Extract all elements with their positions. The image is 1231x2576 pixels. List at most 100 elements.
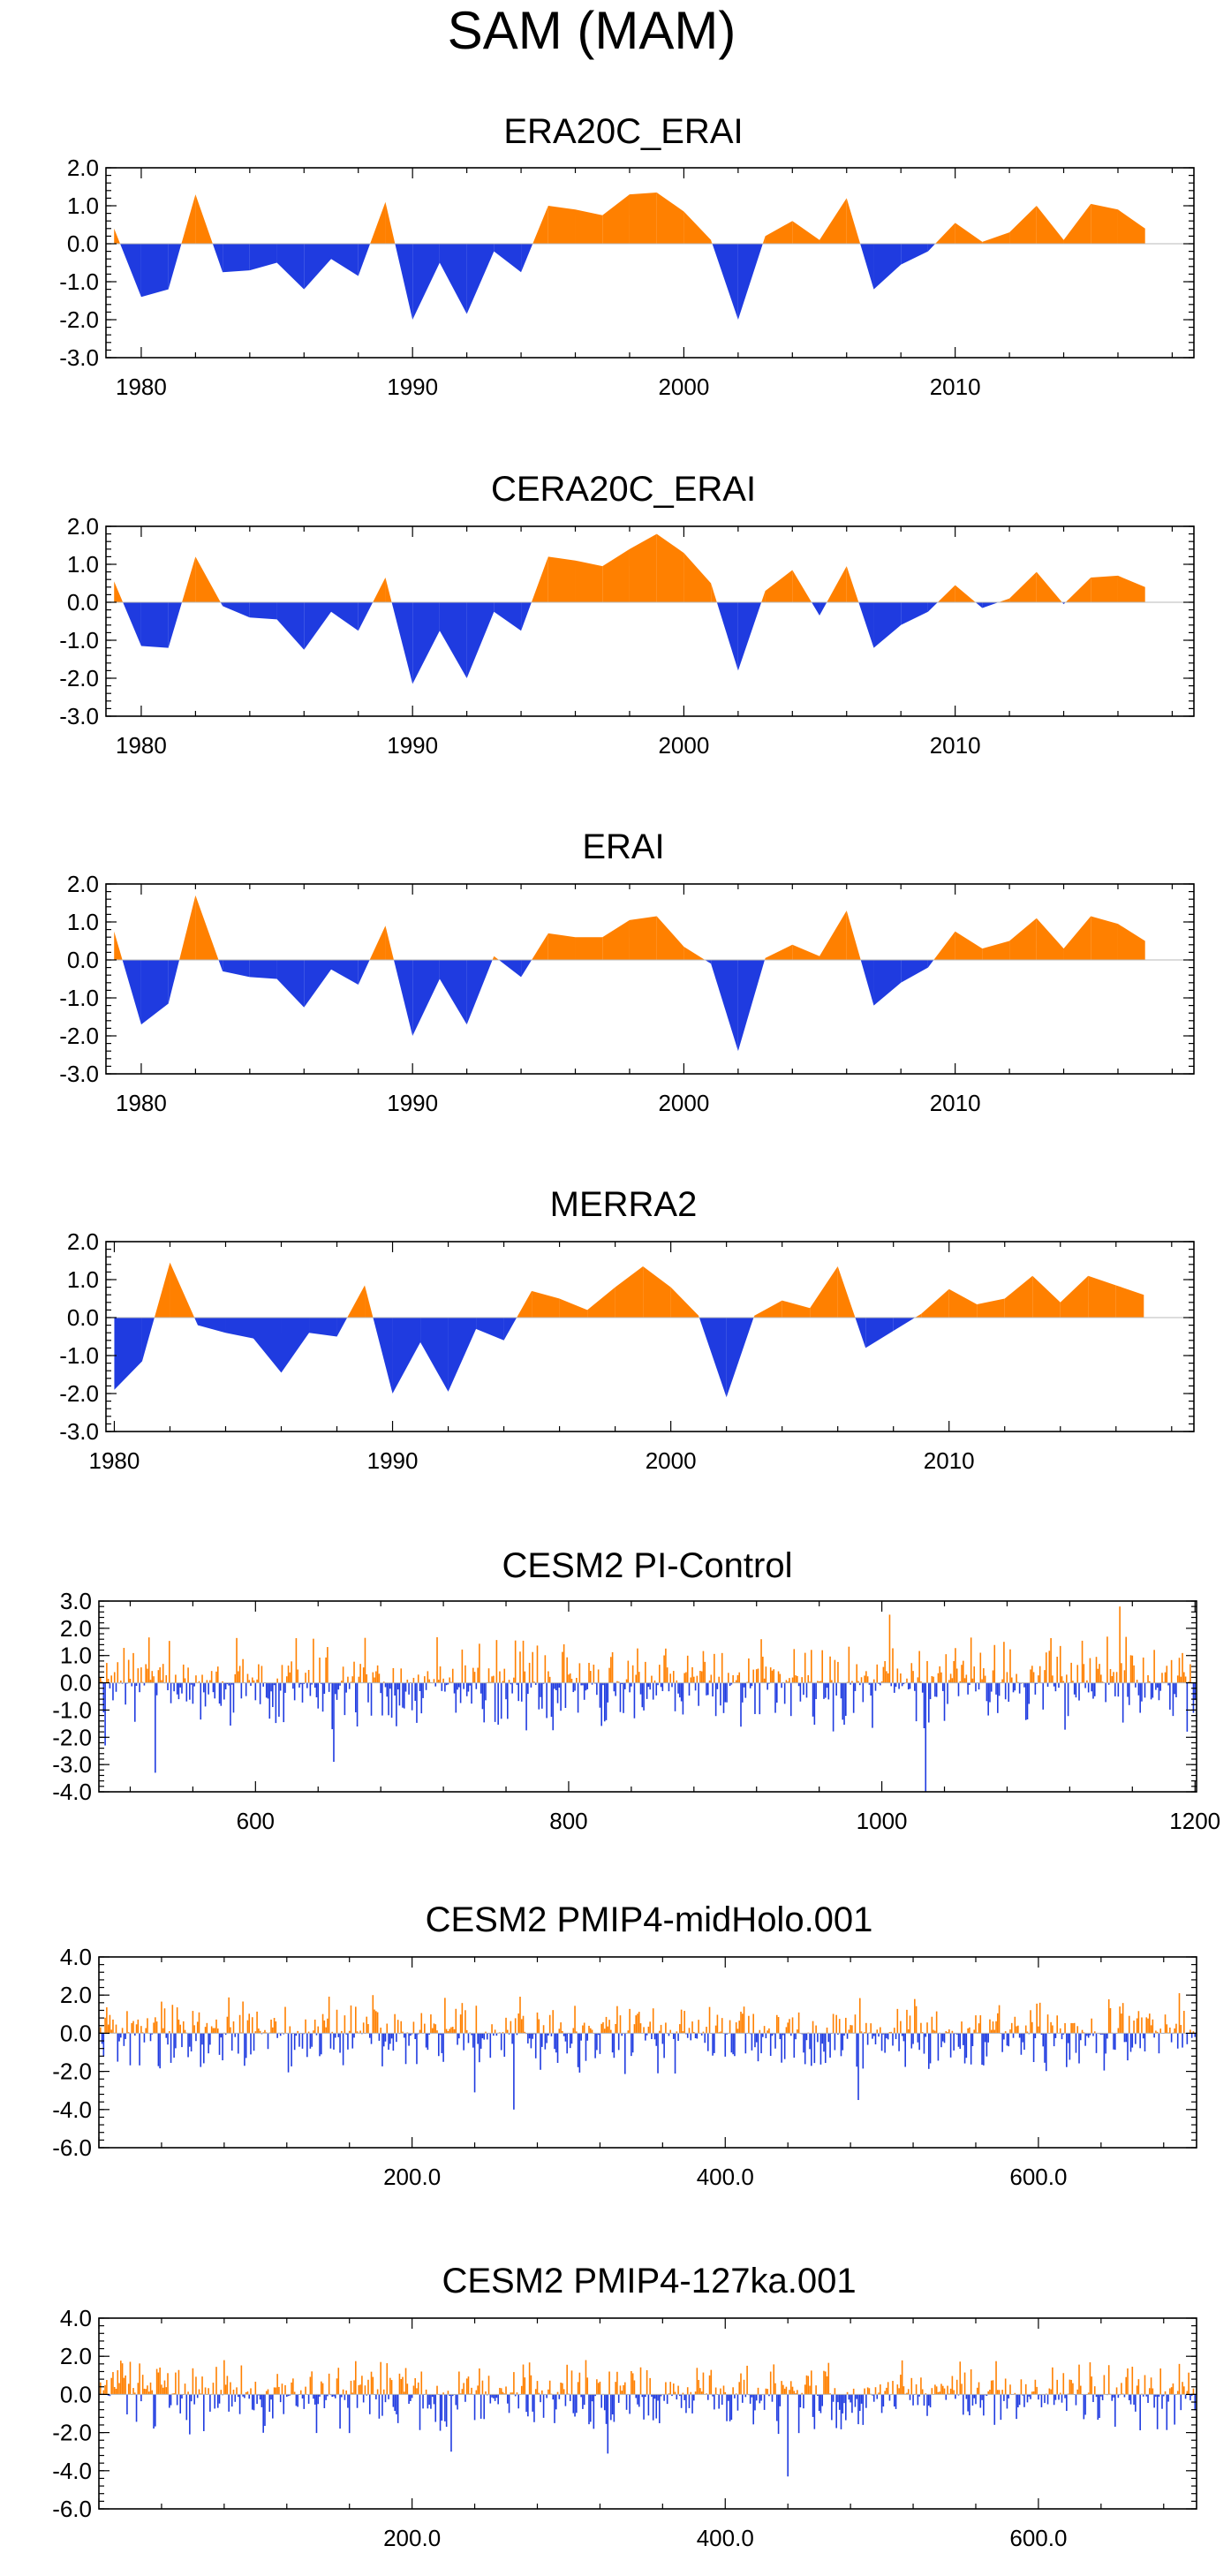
negative-bar xyxy=(880,2394,883,2414)
positive-bar xyxy=(129,2361,132,2395)
positive-bar xyxy=(884,1661,886,1683)
negative-bar xyxy=(777,2394,780,2435)
positive-bar xyxy=(198,2389,200,2395)
negative-area-segment xyxy=(140,602,169,648)
positive-bar xyxy=(433,1679,435,1683)
negative-bar xyxy=(929,1682,932,1700)
positive-area-segment xyxy=(385,201,396,244)
negative-bar xyxy=(253,2033,255,2051)
negative-bar xyxy=(272,1682,274,1708)
positive-bar xyxy=(321,2383,324,2395)
x-tick-label: 2010 xyxy=(924,1447,975,1474)
positive-bar xyxy=(1152,2388,1154,2395)
negative-bar xyxy=(336,1682,338,1700)
negative-bar xyxy=(1042,2033,1045,2047)
positive-area-segment xyxy=(1065,578,1091,602)
positive-bar xyxy=(1188,1681,1189,1683)
positive-bar xyxy=(1141,2017,1143,2034)
positive-bar xyxy=(691,1666,693,1683)
plot-frame xyxy=(105,1241,1195,1432)
positive-bar xyxy=(367,2023,369,2034)
positive-area-segment xyxy=(559,1298,588,1318)
positive-bar xyxy=(505,2386,507,2395)
negative-bar xyxy=(819,2394,822,2414)
positive-bar xyxy=(321,2013,324,2034)
positive-bar xyxy=(396,2020,399,2034)
positive-bar xyxy=(162,1664,164,1683)
positive-bar xyxy=(720,2031,721,2034)
negative-area-segment xyxy=(212,244,223,273)
negative-bar xyxy=(586,1682,589,1689)
positive-bar xyxy=(931,1675,933,1683)
positive-area-segment xyxy=(656,533,684,602)
negative-bar xyxy=(831,2394,833,2421)
positive-bar xyxy=(1176,2391,1179,2395)
negative-bar xyxy=(173,1682,175,1692)
positive-bar xyxy=(155,2368,158,2395)
positive-area-segment xyxy=(819,910,847,960)
positive-bar xyxy=(533,1681,535,1683)
positive-bar xyxy=(1136,1680,1138,1683)
negative-bar xyxy=(292,1682,294,1689)
positive-bar xyxy=(872,1679,875,1683)
negative-bar xyxy=(657,2394,659,2401)
positive-area-segment xyxy=(765,221,793,244)
positive-bar xyxy=(696,1675,699,1683)
positive-bar xyxy=(1070,2022,1072,2034)
negative-bar xyxy=(1062,2033,1065,2035)
negative-bar xyxy=(333,2033,335,2050)
positive-area-segment xyxy=(656,192,684,244)
negative-bar xyxy=(489,2033,492,2059)
negative-bar xyxy=(1030,2394,1031,2399)
negative-bar xyxy=(224,2033,227,2036)
negative-area-segment xyxy=(412,602,440,684)
positive-bar xyxy=(1072,2022,1074,2034)
negative-bar xyxy=(370,1682,373,1716)
positive-bar xyxy=(1153,1650,1155,1683)
positive-bar xyxy=(992,2021,994,2034)
positive-bar xyxy=(1059,2028,1061,2034)
negative-bar xyxy=(449,2394,450,2397)
positive-bar xyxy=(341,2030,343,2034)
positive-bar xyxy=(499,1671,501,1683)
positive-bar xyxy=(693,1676,695,1683)
negative-bar xyxy=(216,2394,219,2408)
negative-bar xyxy=(823,2033,825,2052)
positive-bar xyxy=(140,2026,142,2034)
negative-bar xyxy=(329,2033,332,2049)
y-tick-label: 4.0 xyxy=(60,1944,92,1970)
plot-frame xyxy=(98,1956,1197,2149)
positive-bar xyxy=(563,1643,565,1683)
positive-bar xyxy=(910,1663,913,1683)
negative-bar xyxy=(1012,1682,1015,1693)
negative-bar xyxy=(339,1682,341,1686)
negative-bar xyxy=(351,2033,354,2049)
negative-bar xyxy=(356,2394,359,2408)
positive-bar xyxy=(374,2009,375,2034)
positive-bar xyxy=(1073,2022,1076,2034)
positive-bar xyxy=(276,2374,278,2395)
negative-bar xyxy=(997,1682,999,1713)
negative-bar xyxy=(1147,2394,1149,2403)
negative-bar xyxy=(313,2394,316,2405)
positive-bar xyxy=(920,1681,922,1683)
negative-bar xyxy=(809,2033,811,2050)
negative-bar xyxy=(1040,2033,1043,2036)
negative-bar xyxy=(893,1682,895,1693)
negative-bar xyxy=(434,2394,437,2422)
negative-bar xyxy=(479,2033,480,2063)
negative-bar xyxy=(270,1682,272,1692)
negative-area-segment xyxy=(901,602,928,625)
positive-bar xyxy=(467,2376,470,2395)
positive-bar xyxy=(522,1640,525,1683)
positive-bar xyxy=(364,2385,366,2395)
positive-bar xyxy=(1119,1606,1121,1683)
negative-bar xyxy=(898,2033,900,2051)
negative-bar xyxy=(1066,2033,1068,2067)
positive-bar xyxy=(914,1998,916,2034)
positive-bar xyxy=(856,1664,858,1683)
negative-bar xyxy=(661,1682,664,1691)
negative-bar xyxy=(726,1682,728,1703)
